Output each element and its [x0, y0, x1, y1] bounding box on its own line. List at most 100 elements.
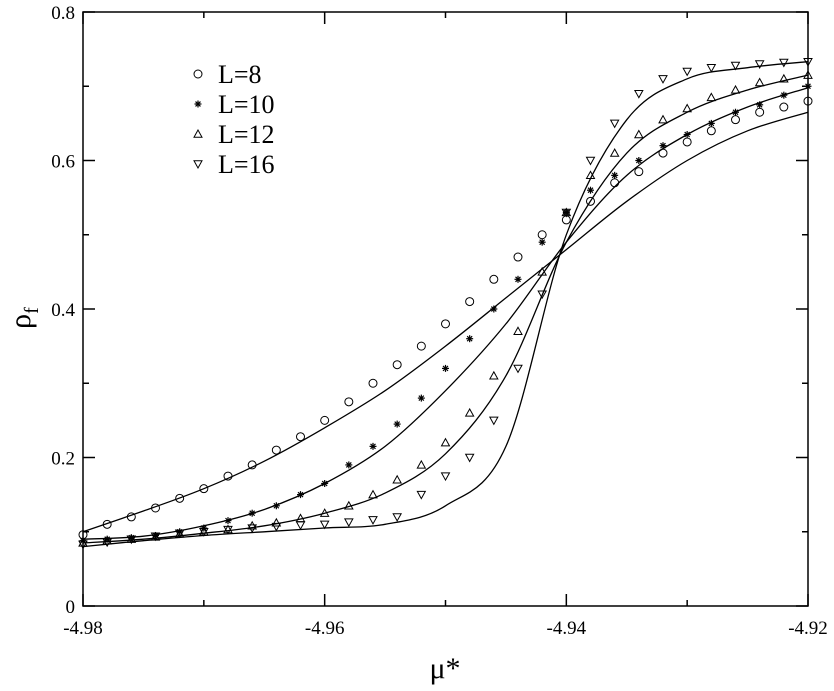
legend-label: L=16	[218, 150, 275, 179]
data-point	[730, 61, 741, 71]
star-stroke	[587, 187, 594, 194]
ticks-layer: -4.98 -4.96 -4.94 -4.92 0 0.2 0.4 0.6 0.8	[51, 3, 828, 639]
x-tick-label: -4.94	[547, 618, 587, 639]
fit-line-series-3	[82, 74, 809, 544]
data-point	[778, 58, 789, 68]
data-point	[368, 489, 378, 499]
star-stroke	[249, 510, 256, 517]
legend-marker	[194, 100, 202, 108]
star-stroke	[273, 502, 280, 509]
data-point	[586, 196, 595, 206]
data-point	[780, 91, 788, 99]
data-point	[198, 528, 209, 537]
fit-line-series-1	[82, 111, 809, 533]
data-point	[635, 157, 643, 164]
data-point	[417, 394, 425, 402]
star-stroke	[490, 306, 497, 312]
data-point	[368, 378, 378, 388]
data-point	[271, 445, 281, 455]
data-point	[272, 502, 280, 510]
data-point	[392, 513, 403, 522]
data-point	[490, 305, 498, 313]
data-point	[634, 167, 644, 177]
star-stroke	[321, 480, 328, 487]
star-stroke	[635, 157, 642, 164]
data-point	[732, 108, 739, 116]
data-point	[513, 252, 523, 262]
series-4-points	[78, 58, 813, 550]
data-point	[248, 509, 256, 517]
data-point	[440, 472, 451, 482]
data-point	[297, 491, 304, 499]
data-point	[730, 84, 741, 94]
data-point	[561, 208, 572, 218]
y-tick-label: 0.8	[51, 3, 75, 24]
data-point	[537, 230, 547, 240]
x-axis-title: μ*	[429, 652, 460, 685]
data-point	[537, 290, 548, 300]
legend-marker	[193, 160, 203, 170]
data-point	[247, 520, 258, 530]
data-point	[658, 114, 668, 124]
data-point	[683, 131, 691, 139]
star-stroke	[756, 101, 763, 108]
data-point	[585, 156, 596, 166]
y-tick-label: 0	[66, 597, 76, 618]
data-point	[126, 535, 137, 545]
data-point	[223, 525, 233, 535]
data-point	[707, 119, 715, 127]
data-point	[756, 101, 764, 109]
data-point	[706, 126, 716, 136]
data-point	[392, 360, 402, 370]
data-point	[682, 103, 693, 113]
data-point	[609, 148, 620, 157]
star-stroke	[225, 517, 231, 524]
data-point	[754, 60, 765, 70]
legend-entry: L=8	[193, 60, 262, 89]
data-point	[393, 420, 401, 428]
legend-entry: L=12	[193, 120, 275, 149]
star-stroke	[466, 335, 473, 342]
fit-line-series-4	[82, 61, 809, 548]
data-point	[78, 540, 88, 550]
star-stroke	[394, 421, 401, 427]
data-point	[369, 442, 377, 450]
legend-label: L=12	[218, 120, 275, 149]
series-2-points	[79, 82, 812, 545]
fit-line-series-2	[82, 87, 809, 540]
data-point	[78, 537, 88, 547]
data-point	[513, 326, 523, 335]
data-point	[319, 520, 330, 530]
data-point	[102, 519, 112, 529]
y-axis-title: ρf	[4, 307, 43, 329]
data-point	[659, 142, 667, 150]
star-stroke	[660, 142, 666, 149]
data-point	[587, 186, 594, 194]
data-point	[489, 274, 499, 284]
data-point	[150, 532, 161, 542]
data-point	[488, 370, 499, 380]
series-1-points	[78, 96, 813, 540]
data-point	[682, 67, 693, 77]
x-tick-label: -4.96	[305, 618, 345, 639]
data-point	[633, 89, 644, 99]
data-point	[247, 460, 257, 470]
data-point	[658, 148, 668, 158]
data-point	[731, 115, 740, 125]
star-stroke	[515, 276, 521, 283]
data-point	[174, 529, 185, 539]
data-point	[102, 535, 113, 545]
star-stroke	[732, 109, 739, 116]
data-point	[755, 107, 765, 117]
data-point	[271, 517, 282, 527]
data-point	[514, 275, 522, 283]
star-stroke	[780, 92, 787, 99]
data-point	[295, 521, 306, 531]
data-point	[321, 479, 329, 487]
data-point	[151, 503, 160, 513]
data-point	[223, 471, 233, 481]
data-point	[464, 407, 475, 417]
y-tick-label: 0.2	[51, 449, 75, 470]
data-point	[416, 341, 426, 351]
data-point	[343, 500, 354, 510]
